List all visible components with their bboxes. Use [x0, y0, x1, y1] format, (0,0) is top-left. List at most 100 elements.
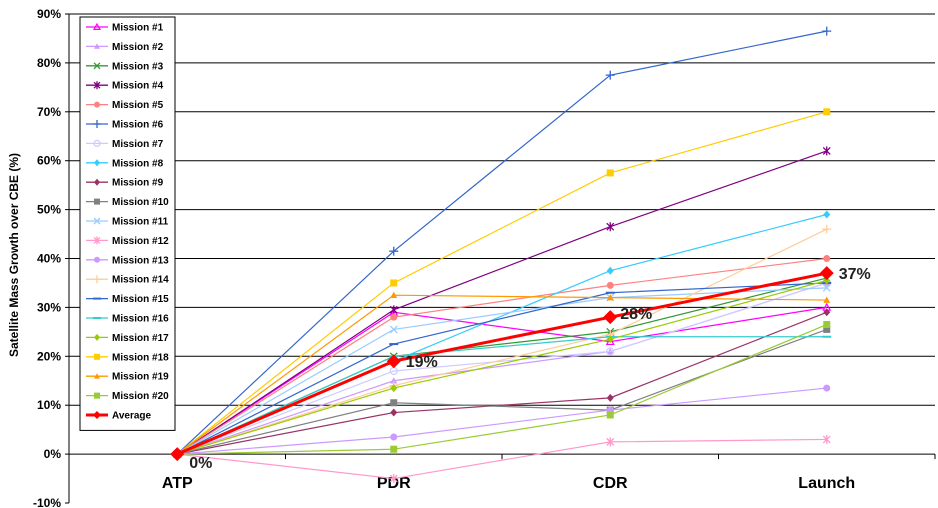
data-point	[822, 224, 832, 234]
data-point	[823, 308, 831, 317]
data-point	[170, 447, 185, 462]
data-point	[606, 393, 614, 402]
legend-swatch-marker	[94, 159, 100, 167]
legend-label: Mission #16	[112, 314, 169, 325]
data-point	[822, 26, 832, 36]
legend-item: Mission #18	[86, 352, 169, 363]
legend-item: Mission #5	[86, 100, 164, 111]
legend-swatch-marker	[93, 62, 101, 70]
data-point	[823, 210, 831, 219]
legend-label: Mission #2	[112, 42, 164, 53]
legend-swatch-marker	[93, 139, 101, 147]
y-tick-label: 60%	[37, 154, 61, 168]
legend-item: Mission #4	[86, 81, 164, 92]
y-tick-label: 90%	[37, 7, 61, 21]
data-point	[823, 296, 831, 303]
data-point	[606, 281, 614, 289]
legend-item: Mission #8	[86, 158, 164, 169]
data-point	[605, 70, 615, 80]
legend-swatch-marker	[94, 353, 100, 360]
data-point	[390, 279, 398, 287]
legend-label: Mission #18	[112, 352, 169, 363]
y-tick-label: 50%	[37, 203, 61, 217]
legend: Mission #1 Mission #2 Mission #3 Mission #4…	[79, 16, 176, 431]
x-tick-label: Launch	[798, 475, 855, 492]
series-average	[170, 266, 834, 462]
legend-swatch-marker	[93, 411, 101, 419]
data-point	[390, 408, 398, 417]
data-point	[823, 255, 831, 262]
series-mission-5	[173, 255, 831, 458]
series-line	[176, 306, 827, 455]
data-point	[390, 445, 398, 453]
series-mission-8	[173, 210, 831, 459]
legend-item: Mission #10	[86, 197, 169, 208]
legend-item: Average	[86, 411, 152, 422]
legend-item: Mission #17	[86, 333, 169, 344]
data-point	[606, 437, 615, 447]
data-point	[606, 169, 614, 177]
x-tick-label: CDR	[593, 475, 628, 492]
data-point	[390, 384, 398, 393]
series-line	[177, 336, 827, 455]
data-point	[390, 433, 398, 441]
data-point	[823, 276, 831, 285]
legend-label: Mission #10	[112, 197, 169, 208]
data-point	[823, 321, 831, 329]
x-tick-label: ATP	[162, 475, 193, 492]
legend-label: Mission #15	[112, 294, 169, 305]
legend-item: Mission #7	[86, 139, 164, 150]
legend-label: Average	[112, 411, 152, 422]
y-tick-label: 70%	[37, 105, 61, 119]
y-tick-label: 30%	[37, 300, 61, 314]
data-label: 28%	[620, 306, 652, 323]
legend-label: Mission #9	[112, 178, 164, 189]
series-line	[176, 287, 827, 455]
legend-item: Mission #11	[86, 217, 169, 228]
data-point	[389, 474, 398, 484]
series-line	[177, 279, 827, 455]
legend-item: Mission #1	[86, 23, 164, 34]
legend-label: Mission #13	[112, 255, 169, 266]
legend-swatch-marker	[94, 43, 100, 49]
series-lines	[170, 26, 834, 484]
series-line	[177, 438, 827, 480]
y-axis-title: Satellite Mass Growth over CBE (%)	[7, 153, 21, 357]
data-point	[389, 325, 398, 334]
gridlines	[69, 13, 935, 406]
legend-item: Mission #16	[86, 314, 169, 325]
data-point	[390, 399, 398, 407]
legend-swatch-marker	[93, 217, 101, 225]
series-mission-15	[172, 281, 832, 456]
series-mission-1	[172, 302, 832, 458]
legend-label: Mission #14	[112, 275, 169, 286]
y-tick-label: -10%	[33, 496, 61, 508]
legend-label: Mission #17	[112, 333, 169, 344]
axes: -10% 0% 10% 20% 30% 40% 50% 60% 70% 80% 90% ATP PDR C…	[33, 7, 936, 508]
legend-swatch-marker	[94, 373, 100, 379]
y-tick-label: 0%	[44, 447, 62, 461]
legend-label: Mission #19	[112, 372, 169, 383]
data-label: 19%	[406, 354, 438, 371]
legend-item: Mission #9	[86, 178, 164, 189]
data-point	[606, 335, 614, 344]
legend-swatch-marker	[93, 81, 101, 90]
series-line	[176, 257, 827, 455]
y-tick-label: 80%	[37, 56, 61, 70]
data-point	[390, 313, 398, 321]
legend-item: Mission #3	[86, 61, 164, 72]
legend-swatch-marker	[93, 120, 101, 128]
legend-label: Mission #12	[112, 236, 169, 247]
data-point	[605, 336, 615, 346]
legend-item: Mission #19	[86, 372, 169, 383]
legend-swatch-marker	[94, 392, 100, 399]
series-line	[177, 282, 827, 455]
legend-swatch-marker	[94, 178, 100, 186]
legend-swatch-marker	[92, 22, 102, 30]
series-line	[177, 311, 827, 455]
series-mission-13	[173, 384, 831, 458]
legend-item: Mission #2	[86, 42, 164, 53]
legend-label: Mission #6	[112, 120, 164, 131]
data-point	[606, 266, 614, 275]
series-mission-9	[173, 308, 831, 459]
